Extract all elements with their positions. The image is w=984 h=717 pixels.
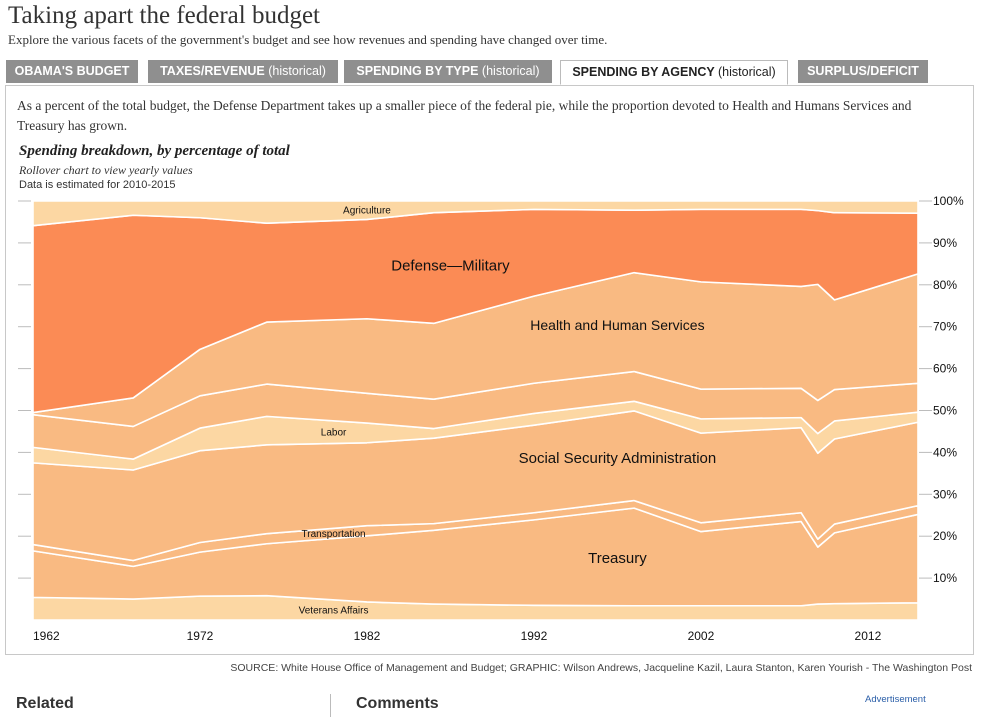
chart-instructions: Rollover chart to view yearly values xyxy=(19,163,193,177)
footer-divider xyxy=(330,694,331,717)
y-tick-label: 10% xyxy=(933,571,957,585)
tab-spending-by-type[interactable]: SPENDING BY TYPE (historical) xyxy=(344,60,552,83)
y-tick-label: 70% xyxy=(933,320,957,334)
label-defense-military: Defense—Military xyxy=(391,258,510,275)
tab-taxes-revenue[interactable]: TAXES/REVENUE (historical) xyxy=(148,60,338,83)
advertisement-label: Advertisement xyxy=(865,694,926,705)
tab-label: SPENDING BY TYPE xyxy=(356,64,479,78)
x-tick-label: 2012 xyxy=(855,629,882,643)
tab-surplus-deficit[interactable]: SURPLUS/DEFICIT xyxy=(798,60,928,83)
intro-text: As a percent of the total budget, the De… xyxy=(17,98,912,133)
comments-heading: Comments xyxy=(356,695,439,712)
y-tick-label: 40% xyxy=(933,445,957,459)
x-tick-label: 1982 xyxy=(354,629,381,643)
tab-spending-by-agency[interactable]: SPENDING BY AGENCY (historical) xyxy=(560,60,788,85)
page-title: Taking apart the federal budget xyxy=(8,2,320,29)
chart-heading: Spending breakdown, by percentage of tot… xyxy=(19,143,290,159)
source-credit: SOURCE: White House Office of Management… xyxy=(230,662,972,674)
label-health-human-services: Health and Human Services xyxy=(530,317,704,333)
x-tick-label: 1992 xyxy=(521,629,548,643)
tab-label: SURPLUS/DEFICIT xyxy=(807,64,919,78)
y-tick-label: 90% xyxy=(933,236,957,250)
tab-bar: OBAMA'S BUDGET TAXES/REVENUE (historical… xyxy=(6,60,976,85)
y-tick-label: 20% xyxy=(933,529,957,543)
tab-sublabel: (historical) xyxy=(718,65,776,79)
tab-label: SPENDING BY AGENCY xyxy=(572,65,715,79)
label-transportation: Transportation xyxy=(302,529,366,540)
stacked-area-chart[interactable]: Agriculture Defense—Military Health and Hu… xyxy=(0,0,984,660)
label-treasury: Treasury xyxy=(588,550,647,567)
page-subtitle: Explore the various facets of the govern… xyxy=(8,32,608,47)
related-heading: Related xyxy=(16,695,74,712)
area-agriculture[interactable] xyxy=(32,200,919,227)
tab-sublabel: (historical) xyxy=(268,64,326,78)
y-tick-label: 30% xyxy=(933,487,957,501)
y-tick-label: 100% xyxy=(933,194,964,208)
tab-obamas-budget[interactable]: OBAMA'S BUDGET xyxy=(6,60,138,83)
x-tick-label: 1962 xyxy=(33,629,60,643)
y-tick-label: 80% xyxy=(933,278,957,292)
tab-label: TAXES/REVENUE xyxy=(160,64,265,78)
y-tick-label: 50% xyxy=(933,404,957,418)
chart-note: Data is estimated for 2010-2015 xyxy=(19,179,176,191)
tab-sublabel: (historical) xyxy=(481,64,540,78)
tab-label: OBAMA'S BUDGET xyxy=(14,64,130,78)
label-social-security: Social Security Administration xyxy=(519,450,717,467)
label-agriculture: Agriculture xyxy=(343,206,391,217)
x-tick-label: 1972 xyxy=(187,629,214,643)
y-tick-label: 60% xyxy=(933,362,957,376)
x-tick-label: 2002 xyxy=(688,629,715,643)
label-labor: Labor xyxy=(321,428,347,439)
label-veterans-affairs: Veterans Affairs xyxy=(299,605,369,616)
